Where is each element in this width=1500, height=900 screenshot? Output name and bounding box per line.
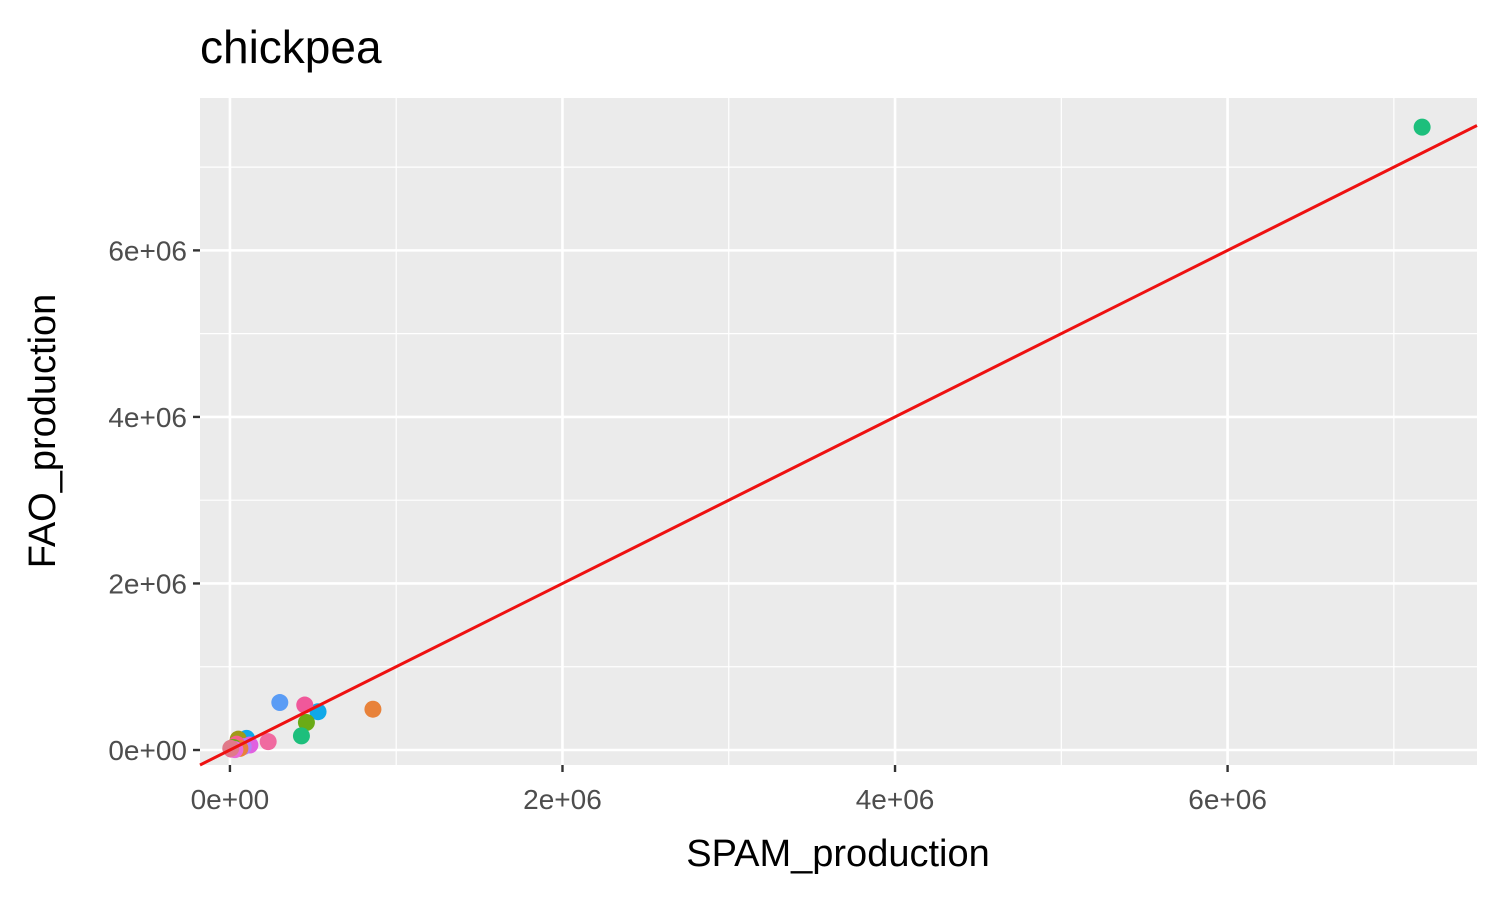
- y-tick-label: 4e+06: [108, 402, 187, 433]
- y-tick-label: 0e+00: [108, 735, 187, 766]
- data-point: [297, 714, 315, 732]
- x-tick-label: 4e+06: [856, 784, 935, 815]
- y-axis-title: FAO_production: [22, 294, 64, 569]
- y-tick-label: 2e+06: [108, 568, 187, 599]
- x-tick-label: 0e+00: [191, 784, 270, 815]
- chart-title: chickpea: [200, 21, 382, 73]
- y-axis: 0e+00 2e+06 4e+06 6e+06: [108, 235, 200, 766]
- data-point: [259, 733, 277, 751]
- plot-panel: [200, 98, 1477, 765]
- data-point: [271, 694, 289, 712]
- reference-line: [199, 124, 1478, 767]
- grid-minor: [200, 98, 1477, 765]
- grid-major: [200, 98, 1477, 765]
- x-axis-title: SPAM_production: [686, 833, 989, 875]
- y-tick-label: 6e+06: [108, 235, 187, 266]
- x-axis: 0e+00 2e+06 4e+06 6e+06: [191, 765, 1267, 815]
- data-point: [292, 727, 310, 745]
- data-point: [1413, 118, 1431, 136]
- x-tick-label: 6e+06: [1188, 784, 1267, 815]
- data-point: [364, 700, 382, 718]
- x-tick-label: 2e+06: [523, 784, 602, 815]
